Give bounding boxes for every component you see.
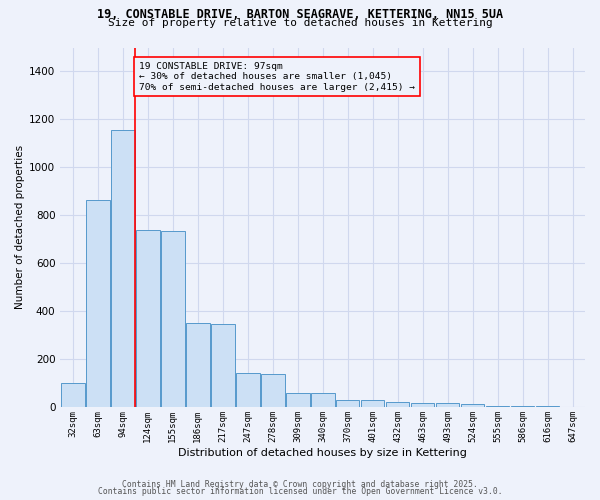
Bar [161,231,185,407]
Bar [86,200,110,407]
Text: 19, CONSTABLE DRIVE, BARTON SEAGRAVE, KETTERING, NN15 5UA: 19, CONSTABLE DRIVE, BARTON SEAGRAVE, KE… [97,8,503,20]
Bar [211,324,235,407]
Bar [511,406,535,407]
Bar [386,402,409,407]
Bar [286,392,310,407]
Text: Contains public sector information licensed under the Open Government Licence v3: Contains public sector information licen… [98,487,502,496]
Y-axis label: Number of detached properties: Number of detached properties [15,145,25,310]
Bar [311,393,335,407]
Bar [361,400,385,407]
Bar [485,406,509,407]
Bar [61,383,85,407]
Bar [261,374,284,407]
X-axis label: Distribution of detached houses by size in Kettering: Distribution of detached houses by size … [178,448,467,458]
Bar [336,400,359,407]
Bar [411,402,434,407]
Bar [461,404,484,407]
Bar [136,230,160,407]
Bar [236,374,260,407]
Text: Contains HM Land Registry data © Crown copyright and database right 2025.: Contains HM Land Registry data © Crown c… [122,480,478,489]
Bar [436,404,460,407]
Text: 19 CONSTABLE DRIVE: 97sqm
← 30% of detached houses are smaller (1,045)
70% of se: 19 CONSTABLE DRIVE: 97sqm ← 30% of detac… [139,62,415,92]
Text: Size of property relative to detached houses in Kettering: Size of property relative to detached ho… [107,18,493,28]
Bar [111,130,134,407]
Bar [186,323,209,407]
